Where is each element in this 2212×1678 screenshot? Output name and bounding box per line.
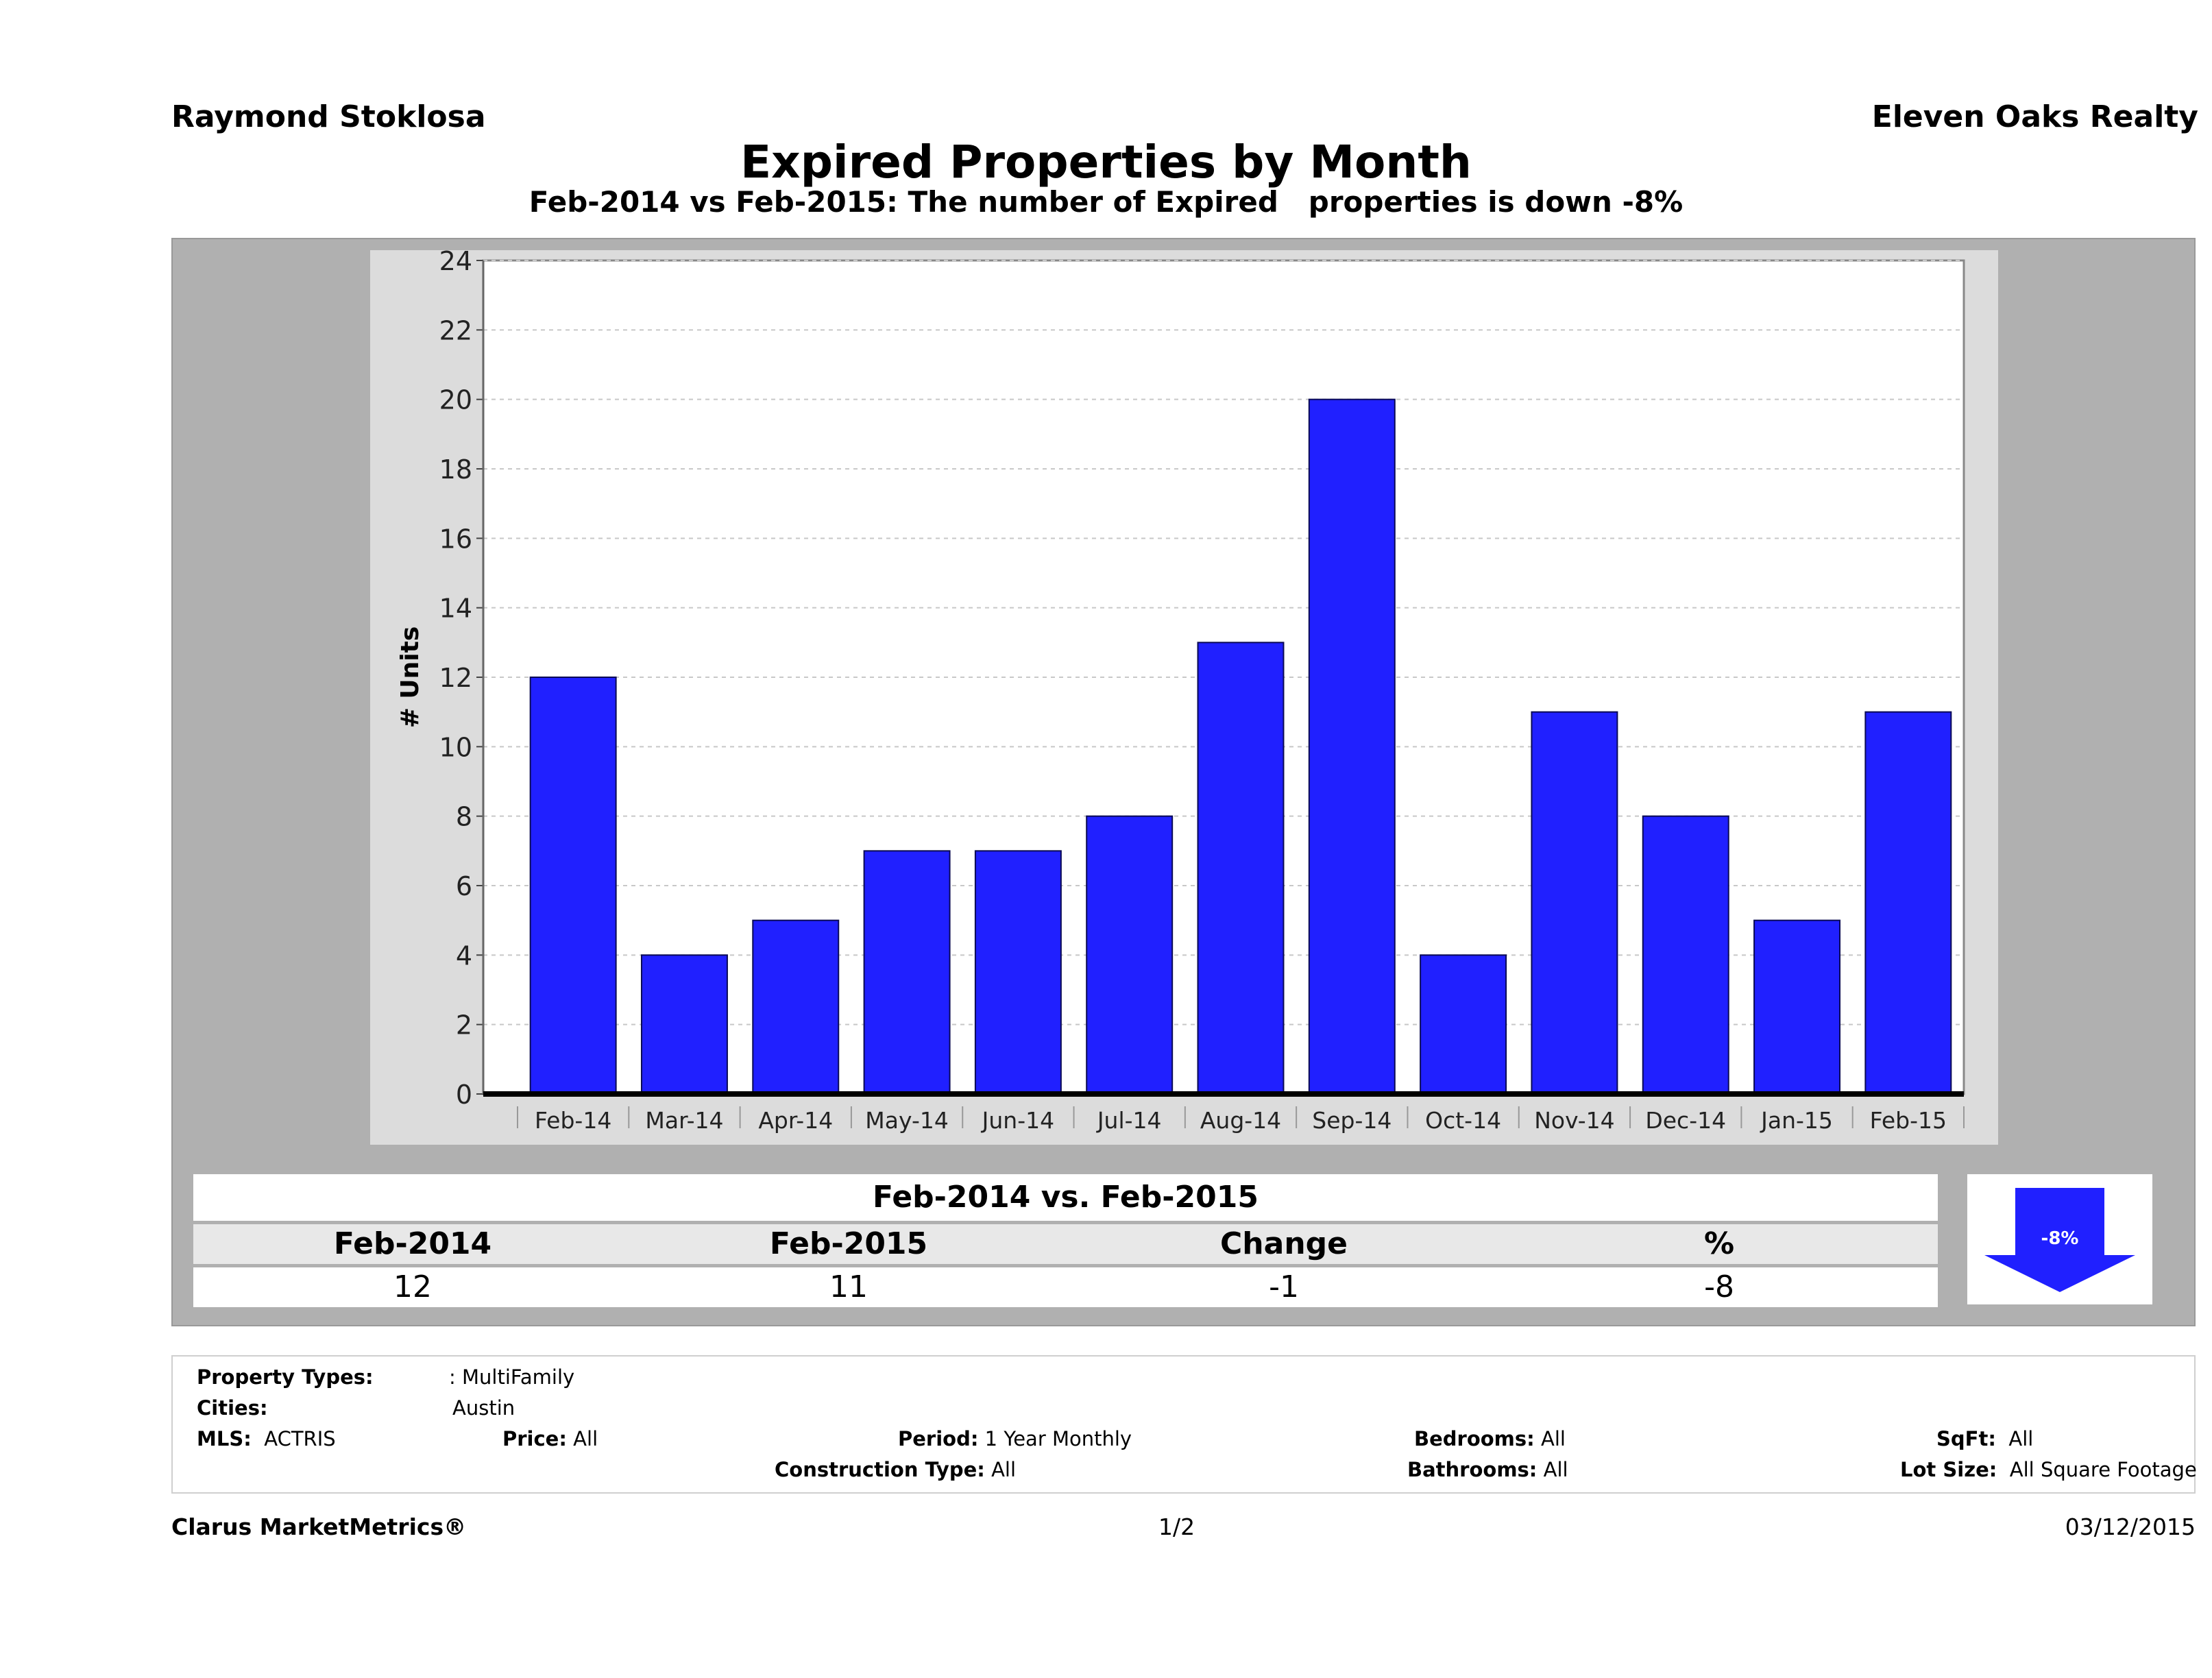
bar-sep-14	[1308, 398, 1396, 1095]
y-tick-label: 18	[439, 454, 472, 485]
footer-page-number: 1/2	[1158, 1513, 1195, 1540]
x-tick-label: Nov-14	[1534, 1107, 1614, 1134]
header-feb-2014: Feb-2014	[333, 1226, 492, 1261]
bar-aug-14	[1197, 642, 1285, 1095]
y-tick-label: 4	[456, 940, 472, 971]
value-percent: -8	[1704, 1269, 1734, 1304]
bedrooms-filter: Bedrooms: All	[1414, 1427, 1566, 1450]
x-tick-label: May-14	[865, 1107, 949, 1134]
x-tick-label: Jul-14	[1096, 1107, 1162, 1134]
y-tick-label: 22	[439, 315, 472, 345]
bar-feb-14	[529, 677, 617, 1095]
bar-mar-14	[640, 954, 728, 1095]
header-change: Change	[1220, 1226, 1348, 1261]
y-tick-label: 10	[439, 732, 472, 762]
cities-value: Austin	[452, 1396, 515, 1420]
x-tick-label: Jun-14	[981, 1107, 1054, 1134]
trend-badge-label: -8%	[2041, 1228, 2079, 1249]
bar-dec-14	[1642, 815, 1729, 1095]
y-tick-label: 24	[439, 250, 472, 276]
x-tick-label: Mar-14	[645, 1107, 723, 1134]
y-tick-label: 12	[439, 663, 472, 693]
comparison-value-row	[193, 1267, 1938, 1307]
price-filter: Price: All	[502, 1427, 598, 1450]
x-tick-label: Apr-14	[758, 1107, 833, 1134]
bar-jun-14	[974, 850, 1062, 1095]
comparison-header-row	[193, 1224, 1938, 1264]
x-tick-label: Feb-15	[1870, 1107, 1947, 1134]
bar-oct-14	[1420, 954, 1507, 1095]
down-arrow-icon: -8%	[1984, 1188, 2135, 1292]
trend-badge: -8%	[1967, 1174, 2152, 1304]
y-tick-label: 14	[439, 594, 472, 624]
comparison-title: Feb-2014 vs. Feb-2015	[193, 1174, 1938, 1221]
bar-nov-14	[1531, 711, 1618, 1095]
x-tick-label: Oct-14	[1425, 1107, 1501, 1134]
chart-title: Expired Properties by Month	[740, 136, 1472, 189]
property-types-value: : MultiFamily	[449, 1365, 575, 1389]
bar-jan-15	[1753, 919, 1841, 1095]
mls-filter: MLS: ACTRIS	[197, 1427, 336, 1450]
cities-label: Cities:	[197, 1396, 268, 1420]
y-tick-label: 0	[456, 1080, 472, 1110]
header-feb-2015: Feb-2015	[769, 1226, 928, 1261]
value-feb-2015: 11	[829, 1269, 868, 1304]
y-tick-label: 20	[439, 385, 472, 415]
bathrooms-filter: Bathrooms: All	[1407, 1458, 1568, 1481]
lot-size-filter: Lot Size: All Square Footage	[1900, 1458, 2197, 1481]
y-tick-label: 8	[456, 802, 472, 832]
x-tick-label: Sep-14	[1312, 1107, 1391, 1134]
header-percent: %	[1703, 1226, 1735, 1261]
x-tick-label: Jan-15	[1760, 1107, 1833, 1134]
y-tick-label: 16	[439, 524, 472, 554]
filter-info-box	[171, 1355, 2196, 1494]
y-tick-label: 6	[456, 871, 472, 901]
footer-brand: Clarus MarketMetrics®	[171, 1513, 467, 1540]
bar-feb-15	[1864, 711, 1952, 1095]
sqft-filter: SqFt: All	[1936, 1427, 2034, 1450]
bar-may-14	[863, 850, 951, 1095]
bar-jul-14	[1086, 815, 1174, 1095]
value-change: -1	[1269, 1269, 1299, 1304]
footer-date: 03/12/2015	[2065, 1513, 2196, 1540]
construction-filter: Construction Type: All	[775, 1458, 1017, 1481]
x-tick-label: Feb-14	[535, 1107, 611, 1134]
y-axis-label: # Units	[396, 627, 424, 729]
x-tick-label: Dec-14	[1645, 1107, 1726, 1134]
company-name: Eleven Oaks Realty	[1871, 99, 2198, 134]
agent-name: Raymond Stoklosa	[171, 99, 486, 134]
period-filter: Period: 1 Year Monthly	[898, 1427, 1132, 1450]
property-types-label: Property Types:	[197, 1365, 374, 1389]
bar-apr-14	[752, 919, 840, 1095]
chart-subtitle: Feb-2014 vs Feb-2015: The number of Expi…	[528, 185, 1684, 219]
x-tick-label: Aug-14	[1200, 1107, 1281, 1134]
y-tick-label: 2	[456, 1010, 472, 1041]
value-feb-2014: 12	[393, 1269, 432, 1304]
